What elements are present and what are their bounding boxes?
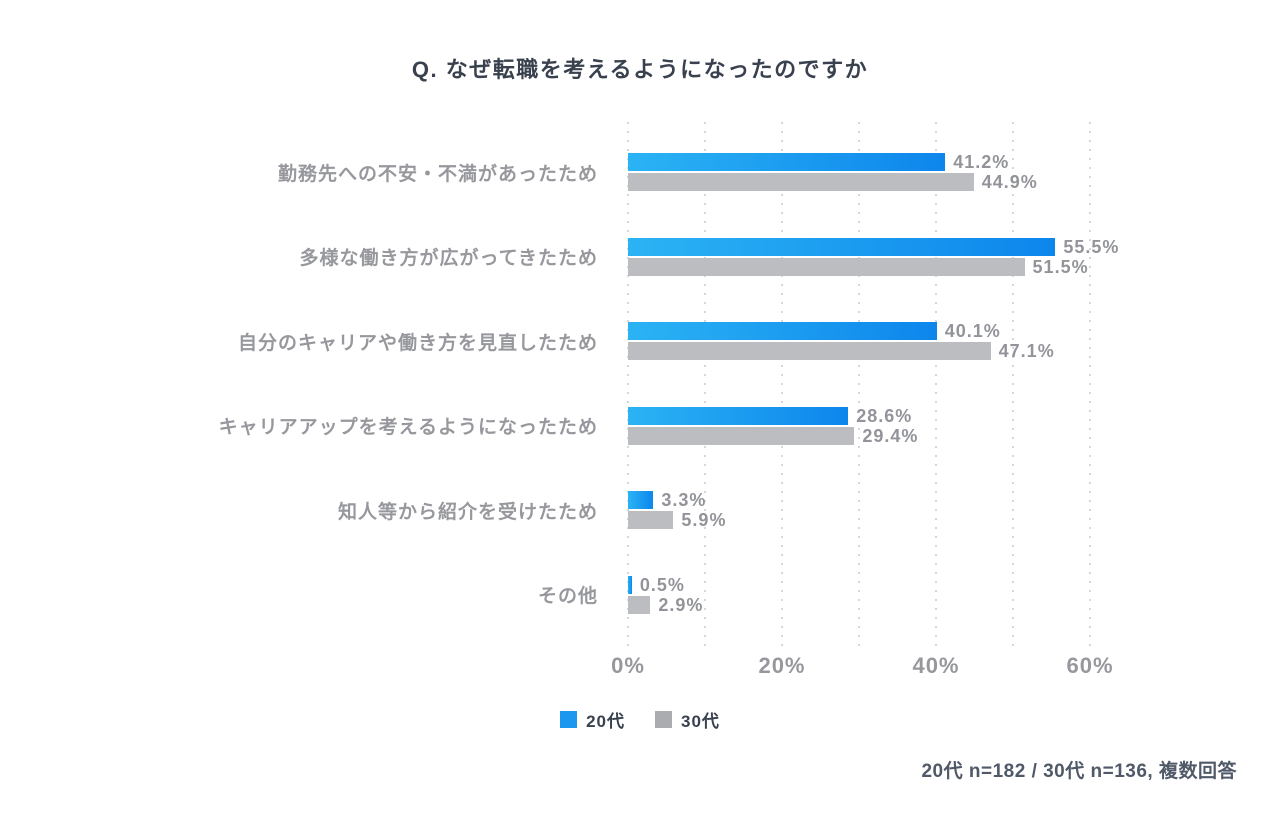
value-label-30s: 29.4% [862,425,919,446]
value-label-30s: 47.1% [998,341,1055,362]
value-label-20s: 28.6% [856,405,913,426]
x-tick-label: 0% [611,653,645,678]
value-label-20s: 41.2% [953,152,1010,173]
x-tick-label: 20% [758,653,806,678]
bar-group: 0.5% 2.9% [628,574,1090,615]
category-label: 勤務先への不安・不満があったため [277,163,598,185]
legend: 20代 30代 [0,707,1280,732]
bar-30s [628,342,991,361]
value-label-20s: 55.5% [1063,236,1120,257]
bar-30s [628,511,674,530]
chart-row: 多様な働き方が広がってきたため 55.5% 51.5% [0,215,1118,300]
value-label-20s: 40.1% [944,321,1001,342]
bar-line: 5.9% [628,510,1090,531]
chart-title: Q. なぜ転職を考えるようになったのですか [411,57,869,82]
category-label: 知人等から紹介を受けたため [337,501,598,523]
bar-20s [628,237,1056,256]
category-label: キャリアアップを考えるようになったため [218,417,598,439]
category-label: その他 [537,586,598,608]
bar-20s [628,406,849,425]
chart-rows: 勤務先への不安・不満があったため 41.2% 44.9% 多様な働き方が広がってきたた… [0,130,1118,638]
bar-group: 55.5% 51.5% [628,237,1118,277]
legend-item-30s: 30代 [655,707,720,732]
value-label-30s: 2.9% [658,594,704,615]
x-tick-label: 60% [1066,653,1114,678]
bar-group: 40.1% 47.1% [628,321,1090,362]
bar-line: 28.6% [628,405,1090,426]
bar-30s [628,257,1025,276]
x-tick-label: 40% [912,653,960,678]
value-label-30s: 44.9% [981,172,1038,193]
chart-row: その他 0.5% 2.9% [0,553,1090,638]
legend-swatch-30s-icon [655,711,672,728]
chart-row: キャリアアップを考えるようになったため 28.6% 29.4% [0,384,1090,469]
chart-row: 勤務先への不安・不満があったため 41.2% 44.9% [0,130,1090,215]
category-label: 多様な働き方が広がってきたため [299,248,598,270]
bar-line: 3.3% [628,490,1090,511]
bar-line: 40.1% [628,321,1090,342]
bar-line: 0.5% [628,574,1090,595]
value-label-30s: 51.5% [1032,256,1089,277]
bar-line: 29.4% [628,425,1090,446]
chart-row: 知人等から紹介を受けたため 3.3% 5.9% [0,468,1090,553]
chart-row: 自分のキャリアや働き方を見直したため 40.1% 47.1% [0,299,1090,384]
bar-20s [628,322,937,341]
bar-20s [628,491,654,510]
sample-size-note: 20代 n=182 / 30代 n=136, 複数回答 [921,761,1237,782]
value-label-30s: 5.9% [681,510,727,531]
bar-30s [628,426,855,445]
legend-label-20s: 20代 [586,712,625,731]
bar-group: 3.3% 5.9% [628,490,1090,531]
bar-line: 2.9% [628,594,1090,615]
legend-swatch-20s-icon [560,711,578,728]
value-label-20s: 0.5% [639,574,685,595]
value-label-20s: 3.3% [661,490,707,511]
x-axis: 0% 20% 40% 60% [611,653,1112,683]
bar-line: 47.1% [628,341,1090,362]
bar-line: 41.2% [628,152,1090,173]
bar-20s [628,575,632,594]
bar-line: 44.9% [628,172,1090,193]
bar-group: 28.6% 29.4% [628,405,1090,446]
bar-group: 41.2% 44.9% [628,152,1090,193]
category-label: 自分のキャリアや働き方を見直したため [237,332,598,354]
bar-line: 55.5% [628,237,1118,256]
bar-30s [628,173,974,192]
legend-label-30s: 30代 [681,712,720,731]
chart-plot-area: 勤務先への不安・不満があったため 41.2% 44.9% 多様な働き方が広がってきたた… [0,122,1118,647]
bar-30s [628,595,651,614]
bar-line: 51.5% [628,256,1090,277]
legend-item-20s: 20代 [560,707,625,732]
bar-20s [628,153,946,172]
